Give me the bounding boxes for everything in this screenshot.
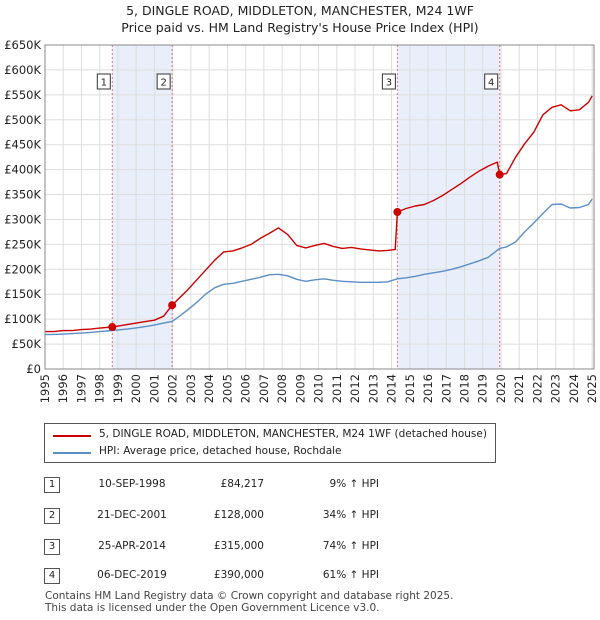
transaction-price: £315,000	[213, 540, 264, 552]
x-tick-label: 2015	[403, 374, 417, 403]
transaction-date: 06-DEC-2019	[97, 569, 167, 581]
y-tick-label: £650K	[4, 38, 41, 52]
x-tick-label: 2000	[129, 374, 143, 403]
transaction-number: 1	[44, 477, 60, 493]
x-tick-label: 2017	[439, 374, 453, 403]
transaction-hpi: 34% ↑ HPI	[322, 509, 379, 521]
x-tick-label: 1998	[93, 374, 107, 403]
x-tick-label: 2018	[458, 374, 472, 403]
legend-label-hpi: HPI: Average price, detached house, Roch…	[99, 445, 342, 457]
sale-label: 3	[386, 78, 392, 89]
sale-label-box	[156, 73, 171, 90]
x-tick-label: 2005	[220, 374, 234, 403]
transaction-number: 3	[44, 539, 60, 555]
x-tick-label: 2004	[202, 374, 216, 403]
transaction-date: 10-SEP-1998	[98, 478, 166, 490]
y-tick-label: £300K	[4, 212, 41, 226]
transaction-price: £84,217	[220, 478, 264, 490]
plot-frame	[44, 44, 595, 370]
footer-licence: This data is licensed under the Open Gov…	[45, 602, 380, 614]
x-tick-label: 2009	[293, 374, 307, 403]
y-tick-label: £350K	[4, 188, 41, 202]
sale-label-box	[484, 73, 499, 90]
sale-label: 4	[488, 78, 494, 89]
x-tick-label: 2019	[476, 374, 490, 403]
x-tick-label: 1999	[111, 374, 125, 403]
footer-copyright: Contains HM Land Registry data © Crown c…	[45, 590, 454, 602]
legend-swatch-property	[53, 435, 91, 437]
y-tick-label: £100K	[4, 312, 41, 326]
x-tick-label: 2002	[166, 374, 180, 403]
legend-swatch-hpi	[53, 452, 91, 454]
transaction-hpi: 74% ↑ HPI	[322, 540, 379, 552]
sale-label: 2	[160, 78, 166, 89]
sale-marker	[108, 323, 117, 332]
y-tick-label: £550K	[4, 88, 41, 102]
x-tick-label: 2023	[549, 374, 563, 403]
y-tick-label: £50K	[12, 337, 42, 351]
chart-legend: 5, DINGLE ROAD, MIDDLETON, MANCHESTER, M…	[44, 423, 496, 463]
y-tick-label: £250K	[4, 237, 41, 251]
y-tick-label: £500K	[4, 113, 41, 127]
x-tick-label: 2021	[512, 374, 526, 403]
x-tick-label: 2006	[239, 374, 253, 403]
x-tick-label: 1997	[74, 374, 88, 403]
y-tick-label: £600K	[4, 63, 41, 77]
transaction-price: £128,000	[213, 509, 264, 521]
shaded-span	[112, 45, 173, 369]
x-tick-label: 2001	[147, 374, 161, 403]
y-tick-label: £150K	[4, 287, 41, 301]
x-tick-label: 2016	[421, 374, 435, 403]
x-tick-label: 1996	[56, 374, 70, 403]
y-tick-label: £0	[26, 362, 41, 376]
transaction-price: £390,000	[213, 569, 264, 581]
x-tick-label: 2025	[585, 374, 599, 403]
x-tick-label: 2011	[330, 374, 344, 403]
x-tick-label: 1995	[38, 374, 52, 403]
x-tick-label: 2007	[257, 374, 271, 403]
sale-label-box	[381, 73, 396, 90]
x-tick-label: 2014	[385, 374, 399, 403]
hpi-line	[44, 198, 593, 336]
sale-label-box	[96, 73, 111, 90]
x-tick-label: 2003	[184, 374, 198, 403]
x-tick-label: 2020	[494, 374, 508, 403]
x-tick-label: 2008	[275, 374, 289, 403]
price-chart: 1 2 3 4 £0 £50K £100K £150K £200K £250K £300K £350…	[4, 38, 599, 403]
x-tick-label: 2024	[567, 374, 581, 403]
sale-marker	[393, 207, 402, 216]
transaction-hpi: 61% ↑ HPI	[322, 569, 379, 581]
legend-label-property: 5, DINGLE ROAD, MIDDLETON, MANCHESTER, M…	[99, 428, 487, 440]
transaction-hpi: 9% ↑ HPI	[329, 478, 379, 490]
x-tick-label: 2022	[530, 374, 544, 403]
y-tick-label: £200K	[4, 262, 41, 276]
transaction-date: 21-DEC-2001	[97, 509, 167, 521]
sale-marker	[495, 170, 504, 179]
chart-title: 5, DINGLE ROAD, MIDDLETON, MANCHESTER, M…	[126, 3, 474, 18]
transaction-number: 4	[44, 568, 60, 584]
transaction-number: 2	[44, 508, 60, 524]
y-tick-label: £400K	[4, 163, 41, 177]
x-tick-label: 2010	[312, 374, 326, 403]
x-tick-label: 2013	[366, 374, 380, 403]
x-tick-label: 2012	[348, 374, 362, 403]
transaction-date: 25-APR-2014	[98, 540, 166, 552]
y-tick-label: £450K	[4, 138, 41, 152]
sale-marker	[168, 301, 177, 310]
sale-label: 1	[101, 78, 107, 89]
chart-subtitle: Price paid vs. HM Land Registry's House …	[121, 20, 479, 35]
